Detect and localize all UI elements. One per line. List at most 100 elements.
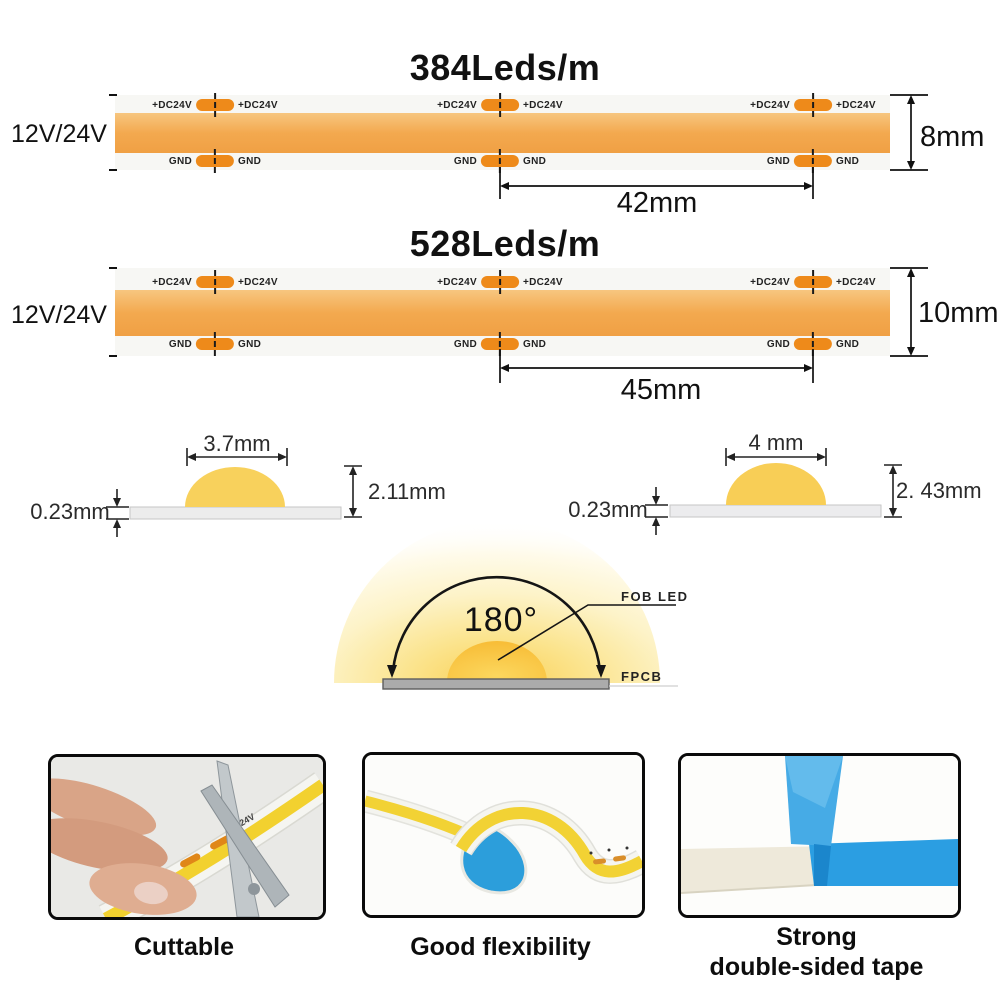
- fpcb-bar: [382, 678, 610, 690]
- strip2-width-value: 10mm: [918, 297, 999, 329]
- cuttable-illustration: +24V +24V: [51, 757, 323, 917]
- cs2-pcb-thickness: 0.23mm: [568, 497, 648, 522]
- solder-pad: [196, 149, 234, 173]
- edge-tick: [109, 169, 117, 171]
- pad-label-ground: GND: [766, 155, 790, 167]
- thumb-nail: [134, 881, 168, 905]
- caption-good-flexibility: Good flexibility: [410, 933, 591, 961]
- photo-good-flexibility: [362, 752, 645, 918]
- solder-pad: [794, 332, 832, 356]
- tape-blue-horizontal: [809, 839, 958, 886]
- strip2-title: 528Leds/m: [409, 223, 601, 264]
- cross-section-2: [645, 448, 902, 535]
- cut-line: [214, 270, 216, 294]
- cut-line: [214, 93, 216, 117]
- cs1-dome-width: 3.7mm: [203, 431, 271, 456]
- solder-pad: [210, 835, 231, 850]
- pad-label-positive: +DC24V: [437, 99, 477, 111]
- caption-cuttable: Cuttable: [134, 933, 234, 961]
- solder-pad-group-ground: GND GND: [766, 332, 860, 356]
- solder-pad-group-positive: +DC24V +DC24V: [750, 270, 876, 294]
- cut-line: [812, 332, 814, 356]
- solder-pad-group-positive: +DC24V +DC24V: [152, 270, 278, 294]
- cs2-dome-height: 2. 43mm: [896, 478, 982, 503]
- cs1-pcb-thickness: 0.23mm: [30, 499, 110, 524]
- solder-pad: [196, 270, 234, 294]
- tape-illustration: [681, 756, 958, 915]
- pcb-bar: [129, 506, 342, 520]
- cut-line: [499, 93, 501, 117]
- strip2-cob-core: [115, 290, 890, 336]
- pad-label-positive: +DC24V: [523, 276, 563, 288]
- strip1-title: 384Leds/m: [409, 47, 601, 88]
- tape-fold-highlight: [785, 756, 843, 808]
- pad-label-ground: GND: [766, 338, 790, 350]
- pad-label-positive: +DC24V: [836, 276, 876, 288]
- solder-pad-group-ground: GND GND: [454, 332, 546, 356]
- caption-strong-tape: Strong double-sided tape: [648, 922, 985, 982]
- solder-pad-group-positive: +DC24V +DC24V: [437, 270, 563, 294]
- pad-label-ground: GND: [836, 338, 860, 350]
- solder-pad-group-ground: GND GND: [168, 149, 262, 173]
- arc-arrowhead: [596, 665, 606, 678]
- pad-label-positive: +DC24V: [152, 276, 192, 288]
- strip-dot: [607, 848, 611, 852]
- pad-label-ground: GND: [168, 155, 192, 167]
- cut-line: [499, 332, 501, 356]
- strip1-cob-core: [115, 113, 890, 153]
- solder-pad: [481, 332, 519, 356]
- cut-line: [812, 93, 814, 117]
- edge-tick: [109, 267, 117, 269]
- pad-label-ground: GND: [238, 155, 262, 167]
- cut-line: [214, 149, 216, 173]
- scissors-blade: [200, 784, 290, 908]
- pad-label-positive: +DC24V: [152, 99, 192, 111]
- photo-cuttable: +24V +24V: [48, 754, 326, 920]
- caption-strong-line1: Strong: [776, 923, 857, 951]
- solder-pad-group-ground: GND GND: [168, 332, 262, 356]
- pad-label-ground: GND: [238, 338, 262, 350]
- phosphor-dome: [185, 467, 285, 507]
- pcb-bar: [669, 504, 882, 518]
- pad-label-positive: +DC24V: [523, 99, 563, 111]
- finger: [51, 778, 157, 836]
- beam-angle-value: 180°: [463, 601, 539, 639]
- pad-label-ground: GND: [523, 155, 547, 167]
- led-strip-384: +DC24V +DC24V +DC24V +DC24V +DC24V +DC24…: [109, 93, 890, 173]
- cut-line: [499, 270, 501, 294]
- solder-pad: [196, 93, 234, 117]
- solder-pad: [593, 858, 607, 865]
- cut-line: [499, 149, 501, 173]
- photo-double-sided-tape: [678, 753, 961, 918]
- arc-arrowhead: [387, 665, 397, 678]
- solder-pad: [481, 93, 519, 117]
- fob-led-label: FOB LED: [621, 589, 689, 604]
- strip-cob-line: [455, 807, 642, 878]
- led-strip-528: +DC24V +DC24V +DC24V +DC24V +DC24V +DC24…: [109, 267, 890, 357]
- strip2-cut-value: 45mm: [620, 374, 702, 406]
- cut-line: [812, 270, 814, 294]
- fpcb-label: FPCB: [621, 669, 663, 684]
- pad-label-positive: +DC24V: [836, 99, 876, 111]
- strip1-width-value: 8mm: [920, 121, 985, 153]
- caption-strong-line2: double-sided tape: [709, 953, 924, 981]
- solder-pad: [481, 149, 519, 173]
- cross-section-1: [106, 448, 362, 537]
- cs2-dome-width: 4 mm: [748, 430, 804, 455]
- led-dome: [447, 641, 547, 682]
- pad-label-positive: +DC24V: [750, 99, 790, 111]
- pad-label-positive: +DC24V: [238, 99, 278, 111]
- strip1-cut-value: 42mm: [616, 187, 698, 219]
- strip-dot: [625, 846, 629, 850]
- solder-pad: [481, 270, 519, 294]
- strip-dot: [589, 851, 593, 855]
- backing-edge: [681, 883, 834, 894]
- tape-backing-strip: [681, 846, 833, 893]
- solder-pad: [196, 332, 234, 356]
- edge-tick: [109, 94, 117, 96]
- solder-pad: [794, 149, 832, 173]
- strip1-voltage-label: 12V/24V: [11, 120, 107, 148]
- pad-label-ground: GND: [168, 338, 192, 350]
- cut-line: [812, 149, 814, 173]
